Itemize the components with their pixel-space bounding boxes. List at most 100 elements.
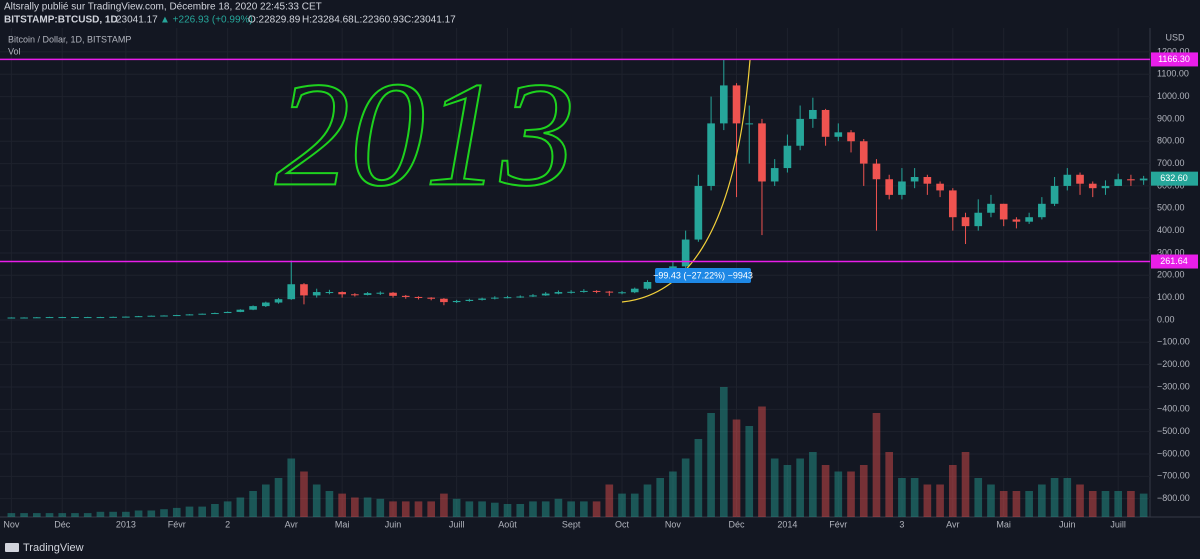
- brand-name: TradingView: [23, 542, 84, 554]
- volume-bar: [694, 439, 703, 517]
- volume-bar: [223, 501, 232, 517]
- price-tag-label: 1166.30: [1158, 54, 1190, 64]
- volume-bar: [414, 501, 423, 517]
- volume-bar: [1088, 491, 1097, 517]
- x-tick-label: 3: [899, 519, 904, 529]
- volume-bar: [1050, 478, 1059, 517]
- candle-body: [783, 145, 792, 169]
- candle-body: [910, 177, 919, 182]
- header: Altsrally publié sur TradingView.com, Dé…: [4, 2, 456, 26]
- volume-bar: [834, 471, 843, 517]
- x-tick-label: Juin: [385, 519, 402, 529]
- volume-bar: [1139, 493, 1148, 517]
- candles: [7, 59, 1148, 319]
- volume-bar: [478, 501, 486, 517]
- candle-body: [567, 291, 575, 293]
- candle-body: [516, 296, 525, 298]
- volume-bar: [274, 478, 283, 517]
- y-tick-label: 100.00: [1157, 292, 1185, 302]
- candle-body: [96, 317, 105, 319]
- candle-body: [592, 290, 601, 292]
- candle-body: [185, 314, 194, 316]
- price-tag: [1151, 254, 1198, 269]
- ohlc-low: L:22360.93: [354, 15, 404, 26]
- y-tick-label: −500.00: [1157, 426, 1190, 436]
- candle-body: [796, 118, 804, 146]
- candle-body: [936, 183, 944, 191]
- candle-body: [236, 309, 245, 312]
- candle-body: [580, 290, 588, 292]
- candle-body: [974, 212, 983, 227]
- volume-bar: [809, 452, 817, 517]
- volume-bar: [325, 491, 334, 517]
- candle-body: [541, 293, 550, 296]
- volume-bar: [58, 513, 67, 517]
- candle-body: [478, 298, 486, 300]
- overlays: 1166.30 261.64 632.60: [0, 52, 1198, 269]
- candle-body: [503, 297, 512, 299]
- x-tick-label: Mai: [335, 519, 350, 529]
- volume-bar: [236, 497, 245, 517]
- volume-bar: [554, 498, 563, 517]
- legend-symbol: Bitcoin / Dollar, 1D, BITSTAMP: [8, 34, 131, 44]
- candle-body: [172, 315, 181, 317]
- x-tick-label: Avr: [946, 519, 959, 529]
- volume-bar: [656, 478, 665, 517]
- volume-bar: [287, 458, 296, 517]
- volume-bar: [363, 497, 372, 517]
- candle-body: [401, 295, 410, 297]
- candle-body: [7, 317, 16, 319]
- volume-bar: [847, 471, 855, 517]
- candle-body: [1101, 185, 1110, 189]
- candle-body: [261, 302, 270, 307]
- volume-bar: [821, 465, 830, 517]
- candle-body: [630, 288, 639, 293]
- volume-bar: [211, 504, 219, 517]
- y-tick-label: 1000.00: [1157, 91, 1190, 101]
- candle-body: [274, 299, 283, 303]
- candle-body: [898, 181, 906, 195]
- candle-body: [83, 317, 92, 319]
- price-tag-label: 261.64: [1160, 256, 1188, 266]
- volume-bar: [134, 510, 143, 517]
- candle-body: [312, 292, 321, 296]
- x-tick-label: Juin: [1059, 519, 1076, 529]
- y-tick-label: 1100.00: [1157, 69, 1189, 79]
- x-tick-label: Juill: [449, 519, 465, 529]
- volume-bar: [249, 491, 257, 517]
- volume-pane: [7, 387, 1148, 517]
- candle-body: [109, 316, 117, 318]
- x-tick-label: Févr: [829, 519, 847, 529]
- y-tick-label: 300.00: [1157, 247, 1185, 257]
- volume-bar: [401, 501, 410, 517]
- volume-bar: [605, 484, 614, 517]
- volume-bar: [630, 493, 639, 517]
- candle-body: [948, 190, 957, 218]
- x-tick-label: Déc: [729, 519, 746, 529]
- candle-body: [1063, 174, 1072, 186]
- volume-bar: [312, 484, 321, 517]
- candle-body: [1139, 178, 1148, 181]
- volume-bar: [1025, 491, 1033, 517]
- volume-bar: [338, 493, 346, 517]
- brand-logo: [5, 543, 19, 552]
- y-tick-label: 200.00: [1157, 270, 1185, 280]
- y-tick-label: 900.00: [1157, 113, 1185, 123]
- y-tick-label: −100.00: [1157, 337, 1190, 347]
- header-title: Altsrally publié sur TradingView.com, Dé…: [4, 2, 322, 13]
- candle-body: [643, 281, 652, 289]
- candle-body: [1088, 183, 1097, 189]
- change: ▲ +226.93 (+0.99%): [160, 15, 253, 26]
- candle-body: [363, 293, 372, 295]
- currency: USD: [1165, 32, 1185, 42]
- candle-body: [427, 297, 436, 299]
- volume-bar: [580, 501, 588, 517]
- x-tick-label: 2: [225, 519, 230, 529]
- candle-body: [618, 292, 626, 294]
- volume-bar: [961, 452, 970, 517]
- last-price-tag: [1151, 171, 1198, 186]
- volume-bar: [389, 501, 397, 517]
- candle-body: [249, 306, 257, 310]
